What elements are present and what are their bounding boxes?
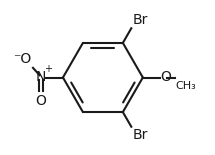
Text: Br: Br: [132, 128, 148, 142]
Text: N: N: [36, 71, 46, 84]
Text: CH₃: CH₃: [176, 81, 197, 91]
Text: O: O: [160, 71, 171, 84]
Text: +: +: [45, 64, 52, 74]
Text: O: O: [36, 94, 47, 108]
Text: ⁻O: ⁻O: [13, 52, 31, 66]
Text: Br: Br: [132, 13, 148, 27]
